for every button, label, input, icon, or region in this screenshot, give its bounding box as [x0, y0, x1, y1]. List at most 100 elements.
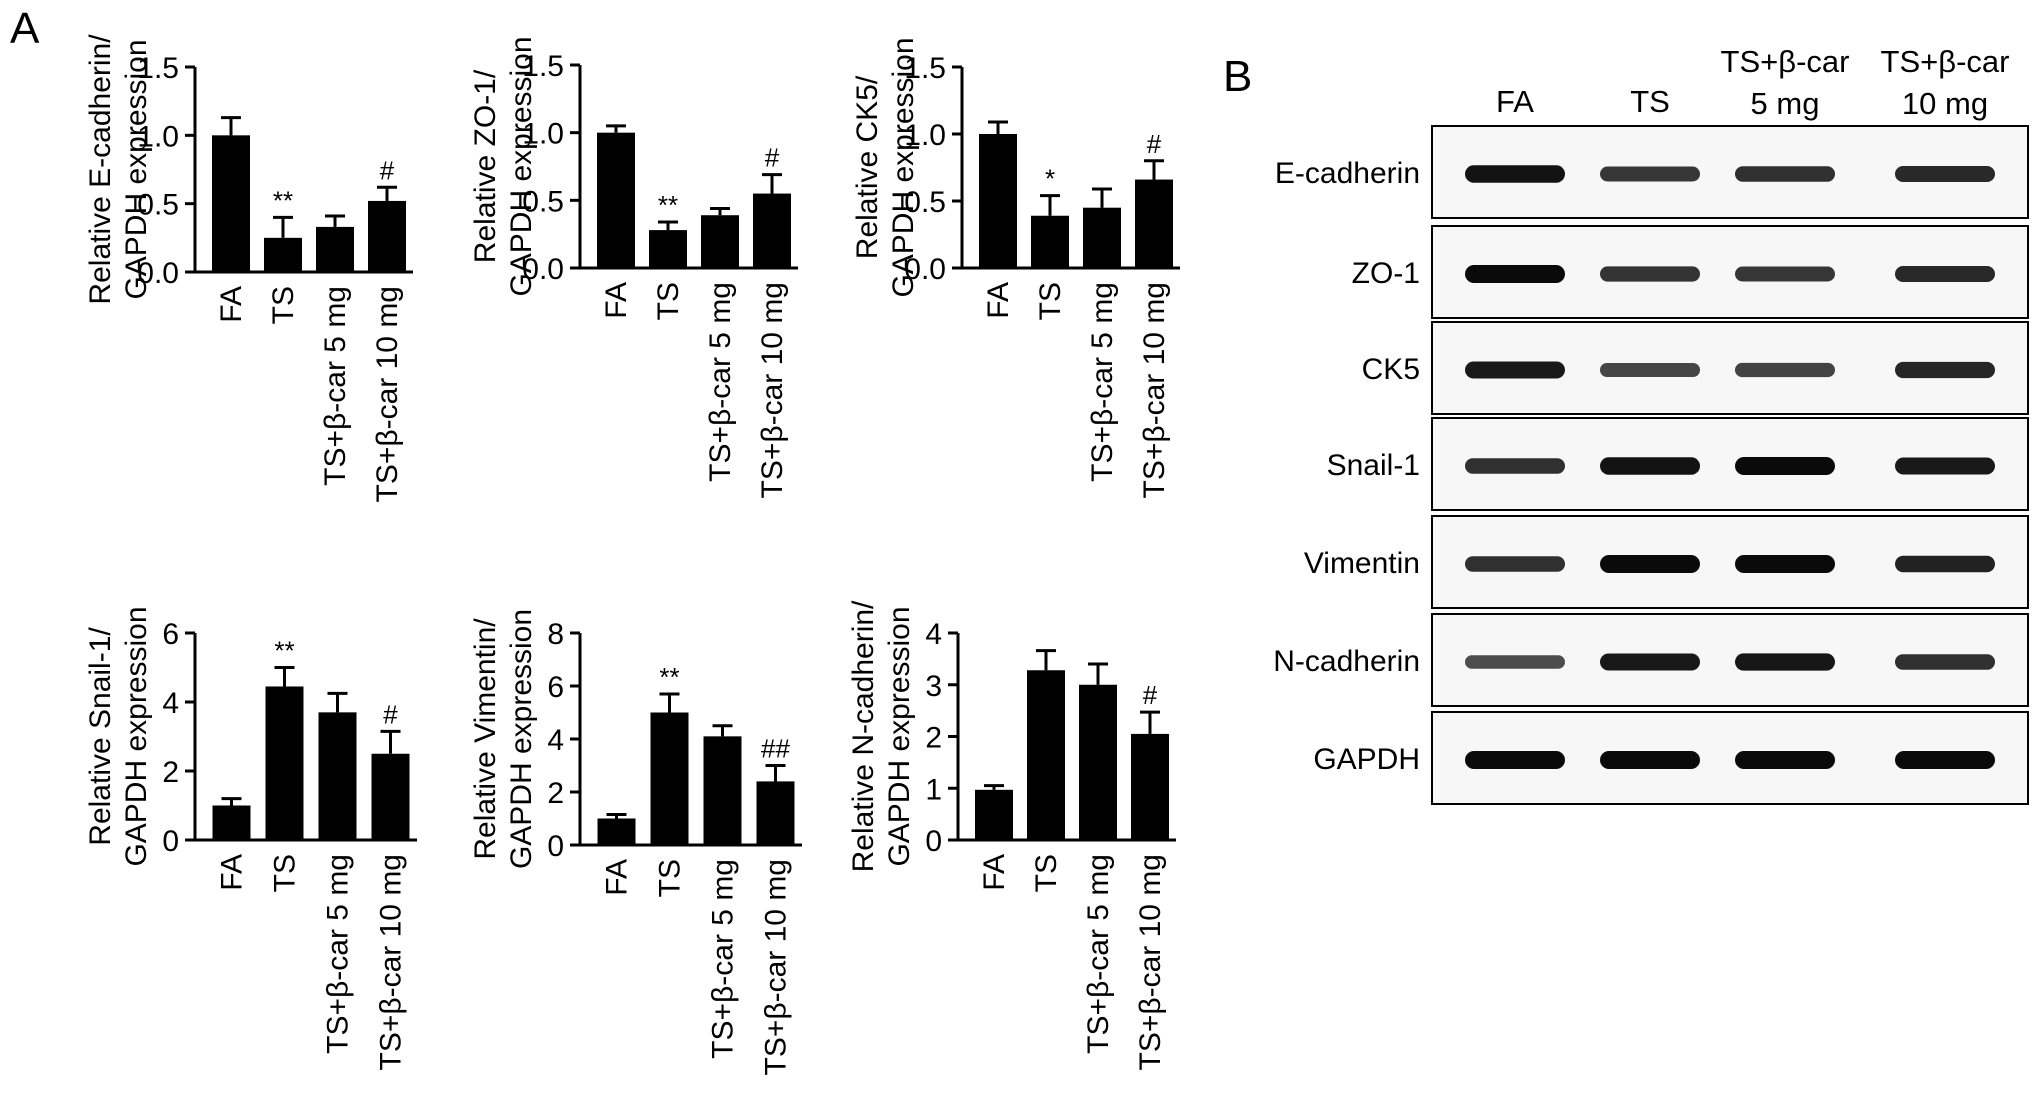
blot-row-label: ZO-1 [1352, 257, 1420, 290]
y-axis-label-line: Relative Vimentin/ [469, 618, 502, 860]
blot-band [1735, 555, 1835, 573]
bar [1079, 684, 1117, 840]
y-axis-label: Relative Snail-1/GAPDH expression [84, 606, 153, 866]
category-label: TS [1034, 282, 1067, 320]
y-axis-label-line: GAPDH expression [505, 609, 538, 869]
significance-mark: # [765, 143, 780, 173]
y-axis-label-line: GAPDH expression [887, 37, 920, 297]
significance-mark: * [1045, 164, 1055, 194]
category-label: TS [1030, 854, 1063, 892]
bar [1135, 179, 1173, 268]
y-tick-label: 0.5 [137, 189, 179, 222]
panel-a-label: A [10, 4, 40, 53]
y-tick-label: 6 [162, 618, 179, 651]
category-label: FA [982, 282, 1015, 319]
y-tick-label: 1.5 [904, 52, 946, 85]
blot-column-header: 10 mg [1902, 86, 1988, 121]
bar [368, 200, 406, 272]
significance-mark: # [1143, 680, 1158, 710]
category-label: TS+β-car 5 mg [1082, 854, 1115, 1054]
bar [753, 193, 791, 268]
y-axis-label-line: Relative CK5/ [851, 75, 884, 259]
category-label: TS+β-car 5 mg [1086, 282, 1119, 482]
y-tick-label: 4 [547, 724, 564, 757]
y-axis-label: Relative N-cadherin/GAPDH expression [847, 600, 916, 872]
blot-band [1600, 363, 1700, 377]
blot-row-gapdh: GAPDH [1313, 711, 2029, 805]
y-axis-label-line: GAPDH expression [883, 606, 916, 866]
significance-mark: ** [658, 190, 678, 220]
y-tick-label: 0.0 [522, 253, 564, 286]
y-tick-label: 4 [925, 618, 942, 651]
blot-band [1600, 653, 1700, 671]
blot-row-label: E-cadherin [1275, 157, 1420, 190]
bar [597, 132, 635, 268]
category-label: TS+β-car 5 mg [707, 859, 740, 1059]
blot-row-label: CK5 [1362, 353, 1420, 386]
significance-mark: ** [659, 662, 679, 692]
y-tick-label: 1.0 [904, 119, 946, 152]
category-label: TS [269, 854, 302, 892]
y-axis-label-line: Relative ZO-1/ [469, 69, 502, 263]
blot-row-vimentin: Vimentin [1304, 515, 2029, 609]
bar [701, 215, 739, 268]
bar [318, 712, 357, 840]
y-axis-label-line: Relative Snail-1/ [84, 627, 117, 846]
bar [649, 230, 687, 268]
y-axis-label-line: GAPDH expression [120, 606, 153, 866]
blot-band [1600, 751, 1700, 769]
blot-band [1465, 165, 1565, 183]
y-tick-label: 1.0 [137, 120, 179, 153]
category-label: FA [215, 286, 248, 323]
blot-column-header: TS [1630, 84, 1670, 119]
category-label: TS+β-car 10 mg [375, 854, 408, 1071]
blot-row-e-cadherin: E-cadherin [1275, 125, 2029, 219]
bar [703, 736, 742, 845]
significance-mark: ** [273, 185, 293, 215]
blot-band [1465, 265, 1565, 283]
category-label: TS+β-car 5 mg [319, 286, 352, 486]
blot-band [1895, 654, 1995, 670]
category-label: TS+β-car 10 mg [1138, 282, 1171, 499]
panel-b-label: B [1223, 52, 1253, 101]
bar [975, 789, 1013, 840]
blot-band [1895, 266, 1995, 282]
bar [650, 712, 689, 845]
bar [756, 781, 795, 845]
y-tick-label: 2 [547, 777, 564, 810]
category-label: TS+β-car 5 mg [322, 854, 355, 1054]
blot-column-header: TS+β-car [1721, 44, 1850, 79]
category-label: TS+β-car 10 mg [1134, 854, 1167, 1071]
y-axis-label-line: Relative E-cadherin/ [84, 34, 117, 305]
blot-band [1735, 457, 1835, 475]
chart-5: 0 1 2 3 4 Relative N-cadherin/GAPDH expressio… [847, 600, 1176, 1071]
y-tick-label: 0 [925, 825, 942, 858]
y-axis-label: Relative Vimentin/GAPDH expression [469, 609, 538, 869]
blot-row-snail-1: Snail-1 [1327, 417, 2029, 511]
chart-3: 0 2 4 6 Relative Snail-1/GAPDH expression FA *… [84, 606, 417, 1071]
blot-band [1600, 555, 1700, 573]
blot-band [1600, 457, 1700, 475]
blot-band [1735, 653, 1835, 671]
y-tick-label: 0.5 [522, 185, 564, 218]
bar [1027, 670, 1065, 840]
blot-band [1465, 655, 1565, 669]
bar [1131, 733, 1169, 840]
bar-charts-panel-a: 0.0 0.5 1.0 1.5 Relative E-cadherin/GAPDH ex… [84, 34, 1180, 1076]
blot-band [1465, 751, 1565, 769]
y-tick-label: 1 [925, 773, 942, 806]
category-label: FA [978, 854, 1011, 891]
y-tick-label: 1.5 [522, 50, 564, 83]
y-tick-label: 0.0 [904, 253, 946, 286]
significance-mark: ## [761, 734, 790, 764]
blot-row-label: Snail-1 [1327, 449, 1420, 482]
category-label: FA [601, 859, 634, 896]
blot-band [1465, 361, 1565, 379]
bar [212, 135, 250, 272]
y-tick-label: 8 [547, 618, 564, 651]
blot-band [1600, 166, 1700, 182]
category-label: TS+β-car 5 mg [704, 282, 737, 482]
y-tick-label: 3 [925, 670, 942, 703]
category-label: TS [654, 859, 687, 897]
